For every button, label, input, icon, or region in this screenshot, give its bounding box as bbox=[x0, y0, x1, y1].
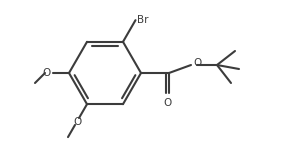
Text: O: O bbox=[43, 68, 51, 78]
Text: O: O bbox=[73, 117, 82, 127]
Text: O: O bbox=[164, 98, 172, 108]
Text: O: O bbox=[193, 58, 201, 68]
Text: Br: Br bbox=[137, 15, 149, 25]
